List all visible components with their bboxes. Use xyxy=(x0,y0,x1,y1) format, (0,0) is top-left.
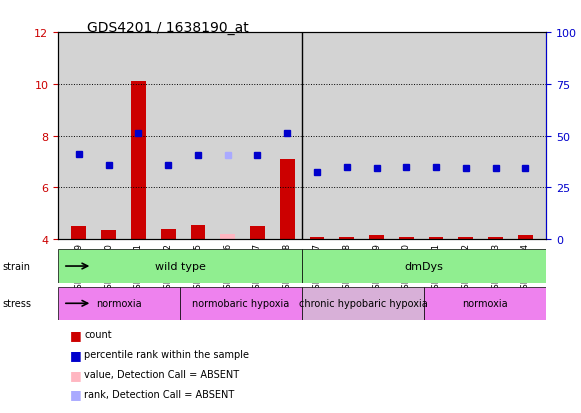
Bar xyxy=(161,229,175,240)
Text: normoxia: normoxia xyxy=(462,299,508,309)
Bar xyxy=(488,237,503,240)
Bar xyxy=(429,237,443,240)
Bar xyxy=(399,237,414,240)
Bar xyxy=(280,159,295,240)
FancyBboxPatch shape xyxy=(58,250,302,283)
Bar xyxy=(518,236,533,240)
Bar xyxy=(369,236,384,240)
Text: ■: ■ xyxy=(70,328,81,341)
Bar xyxy=(131,82,146,240)
Bar xyxy=(191,225,206,240)
Text: rank, Detection Call = ABSENT: rank, Detection Call = ABSENT xyxy=(84,389,235,399)
Bar xyxy=(220,235,235,240)
Text: wild type: wild type xyxy=(155,261,206,271)
Text: ■: ■ xyxy=(70,348,81,361)
FancyBboxPatch shape xyxy=(302,287,424,320)
FancyBboxPatch shape xyxy=(424,287,546,320)
Bar xyxy=(339,237,354,240)
Text: count: count xyxy=(84,330,112,339)
Bar xyxy=(250,227,265,240)
Text: value, Detection Call = ABSENT: value, Detection Call = ABSENT xyxy=(84,369,239,379)
Text: dmDys: dmDys xyxy=(405,261,443,271)
Bar xyxy=(310,237,324,240)
Bar xyxy=(458,237,474,240)
Text: percentile rank within the sample: percentile rank within the sample xyxy=(84,349,249,359)
Text: GDS4201 / 1638190_at: GDS4201 / 1638190_at xyxy=(87,21,249,35)
Text: ■: ■ xyxy=(70,368,81,381)
FancyBboxPatch shape xyxy=(180,287,302,320)
Text: chronic hypobaric hypoxia: chronic hypobaric hypoxia xyxy=(299,299,428,309)
FancyBboxPatch shape xyxy=(302,250,546,283)
Text: stress: stress xyxy=(3,299,32,309)
Text: normoxia: normoxia xyxy=(96,299,142,309)
Bar xyxy=(101,230,116,240)
Text: normobaric hypoxia: normobaric hypoxia xyxy=(192,299,290,309)
FancyBboxPatch shape xyxy=(58,287,180,320)
Text: strain: strain xyxy=(3,261,31,271)
Text: ■: ■ xyxy=(70,387,81,401)
Bar xyxy=(71,227,87,240)
